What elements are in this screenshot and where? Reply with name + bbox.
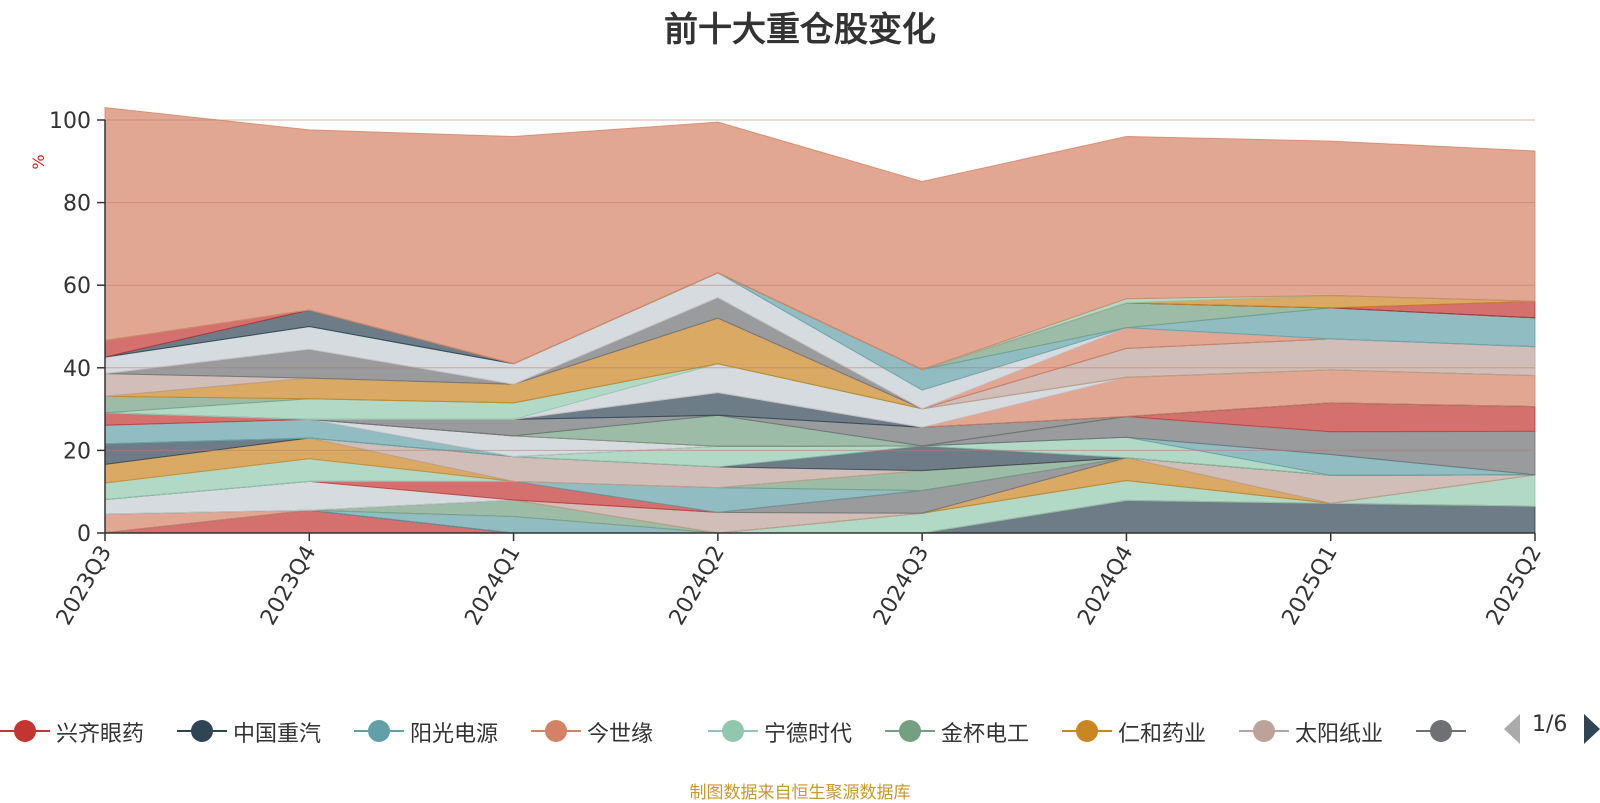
y-tick-label: 40 <box>63 357 91 382</box>
legend-next-page-button[interactable] <box>1580 712 1600 746</box>
legend-item[interactable]: 太阳纸业 <box>1239 712 1416 752</box>
chart-title: 前十大重仓股变化 <box>664 10 936 50</box>
legend-marker-icon <box>177 720 227 742</box>
legend: 兴齐眼药 中国重汽 阳光电源 今世缘 宁德时代 金杯电工 仁和药业 太阳纸业 灿 <box>0 712 1468 752</box>
legend-label: 太阳纸业 <box>1295 722 1384 747</box>
source-note: 制图数据来自恒生聚源数据库 <box>689 783 911 803</box>
legend-item[interactable]: 阳光电源 <box>354 712 531 752</box>
chart-plot: 0 20 40 60 80 100 2023Q3 2023Q4 2024Q1 2024Q2 2024… <box>29 107 1547 630</box>
y-tick-label: 100 <box>49 109 91 134</box>
x-tick-label: 2024Q2 <box>665 542 730 630</box>
legend-marker-icon <box>0 720 50 742</box>
legend-label: 中国重汽 <box>233 722 322 747</box>
y-tick-label: 20 <box>63 439 91 464</box>
x-tick-label: 2024Q4 <box>1073 542 1138 630</box>
legend-label: 阳光电源 <box>410 722 499 747</box>
x-tick-label: 2023Q4 <box>256 542 321 630</box>
legend-item[interactable]: 金杯电工 <box>885 712 1062 752</box>
x-tick-label: 2025Q2 <box>1482 542 1547 630</box>
area-series-40[interactable] <box>104 107 1536 371</box>
x-tick-label: 2024Q3 <box>869 542 934 630</box>
legend-marker-icon <box>1239 720 1289 742</box>
legend-marker-icon <box>1062 720 1112 742</box>
x-tick-label: 2025Q1 <box>1278 542 1343 630</box>
legend-item[interactable]: 兴齐眼药 <box>0 712 177 752</box>
legend-label: 仁和药业 <box>1118 722 1207 747</box>
y-tick-label: 0 <box>77 522 91 547</box>
legend-marker-icon <box>1416 720 1466 742</box>
legend-label: 今世缘 <box>587 722 654 747</box>
legend-marker-icon <box>708 720 758 742</box>
legend-item[interactable]: 中国重汽 <box>177 712 354 752</box>
y-axis-unit-label: % <box>29 154 48 169</box>
legend-item[interactable]: 今世缘 <box>531 712 708 752</box>
legend-item[interactable]: 宁德时代 <box>708 712 885 752</box>
legend-prev-page-button[interactable] <box>1500 712 1524 746</box>
y-tick-label: 80 <box>63 192 91 217</box>
legend-marker-icon <box>354 720 404 742</box>
legend-item[interactable]: 灿 <box>1416 712 1468 752</box>
legend-marker-icon <box>885 720 935 742</box>
legend-item[interactable]: 仁和药业 <box>1062 712 1239 752</box>
y-tick-label: 60 <box>63 274 91 299</box>
x-tick-label: 2024Q1 <box>460 542 525 630</box>
area-layer <box>104 107 1536 534</box>
x-tick-label: 2023Q3 <box>52 542 117 630</box>
legend-marker-icon <box>531 720 581 742</box>
legend-label: 金杯电工 <box>941 722 1030 747</box>
legend-page-indicator: 1/6 <box>1532 712 1568 737</box>
legend-pager: 1/6 <box>1500 706 1600 746</box>
legend-label: 兴齐眼药 <box>56 722 145 747</box>
legend-label: 宁德时代 <box>764 722 853 747</box>
